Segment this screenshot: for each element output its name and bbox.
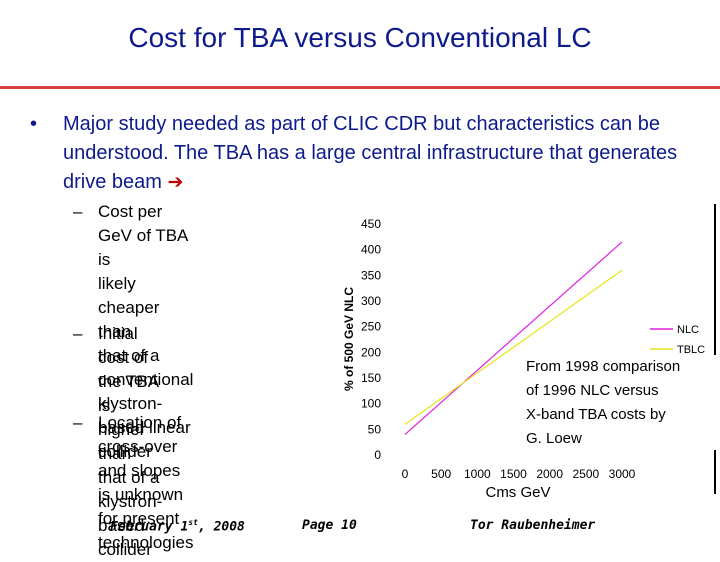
note-line: From 1998 comparison xyxy=(526,358,681,375)
sub-bullet-line: likely cheaper than xyxy=(98,274,160,341)
footer-author: Tor Raubenheimer xyxy=(470,518,596,533)
x-tick-label: 500 xyxy=(431,467,451,481)
sub-bullet-line: Initial cost of the TBA is xyxy=(98,324,159,415)
x-tick-label: 2000 xyxy=(536,467,563,481)
main-bullet-text-block: Major study needed as part of CLIC CDR b… xyxy=(63,110,703,197)
y-tick-label: 400 xyxy=(361,243,381,257)
legend-label: TBLC xyxy=(677,344,705,356)
bullet-dot-icon: • xyxy=(30,113,38,135)
slide-title: Cost for TBA versus Conventional LC xyxy=(128,22,592,53)
y-tick-label: 100 xyxy=(361,397,381,411)
dash-icon: – xyxy=(73,202,83,221)
sub-bullet-line: Location of cross-over xyxy=(98,413,182,456)
sub-bullet-line: collider xyxy=(98,442,152,461)
x-tick-label: 1000 xyxy=(464,467,491,481)
sub-bullet-line: and slopes is unknown xyxy=(98,461,184,504)
dash-icon: – xyxy=(73,324,83,343)
x-axis-label: Cms GeV xyxy=(485,484,550,501)
cost-chart: 0 50 100 150 200 250 300 350 400 450 0 500 1000 1500 2… xyxy=(342,217,705,501)
y-tick-label: 250 xyxy=(361,320,381,334)
x-tick-label: 2500 xyxy=(572,467,599,481)
dash-icon: – xyxy=(73,413,83,432)
y-tick-label: 200 xyxy=(361,345,381,359)
series-line-nlc xyxy=(404,241,623,435)
note-line: of 1996 NLC versus xyxy=(526,382,659,399)
x-tick-label: 0 xyxy=(402,467,409,481)
x-tick-label: 1500 xyxy=(500,467,527,481)
y-tick-label: 50 xyxy=(368,422,382,436)
footer-page: Page 10 xyxy=(302,518,357,533)
right-arrow-icon: ➔ xyxy=(167,172,184,193)
title-divider xyxy=(0,86,720,89)
y-tick-label: 300 xyxy=(361,294,381,308)
legend-label: NLC xyxy=(677,324,699,336)
main-bullet-text: Major study needed as part of CLIC CDR b… xyxy=(63,113,678,193)
sub-bullet-line: that of a conventional xyxy=(98,346,194,389)
y-tick-label: 0 xyxy=(374,448,381,462)
footer-date: February 1st, 2008 xyxy=(110,518,245,535)
note-line: G. Loew xyxy=(526,430,582,447)
x-tick-label: 3000 xyxy=(609,467,636,481)
series-line-tblc xyxy=(404,269,623,425)
comparison-note: From 1998 comparison of 1996 NLC versus … xyxy=(516,355,716,450)
sub-bullet-line: klystron-based linear xyxy=(98,394,191,437)
y-tick-label: 450 xyxy=(361,217,381,231)
y-axis-label: % of 500 GeV NLC xyxy=(342,287,356,391)
note-line: X-band TBA costs by xyxy=(526,406,666,423)
y-tick-label: 350 xyxy=(361,268,381,282)
y-tick-label: 150 xyxy=(361,371,381,385)
sub-bullet-line: higher than that of a xyxy=(98,420,160,487)
sub-bullet-text: Cost per GeV of TBA is likely cheaper th… xyxy=(98,200,193,464)
side-divider xyxy=(714,204,716,494)
sub-bullet-line: Cost per GeV of TBA is xyxy=(98,202,188,269)
